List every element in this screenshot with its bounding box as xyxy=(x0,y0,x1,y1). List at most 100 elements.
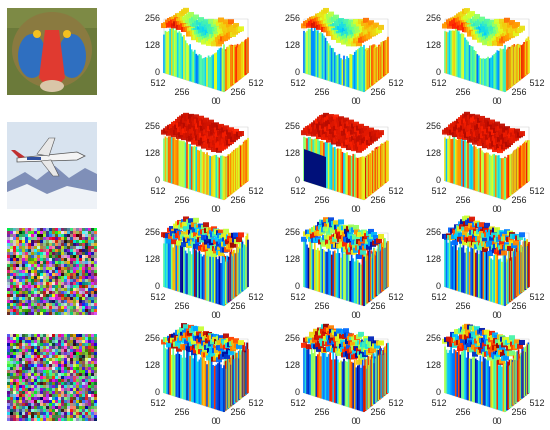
z-tick-label: 256 xyxy=(145,227,160,237)
surface-plot-r3-c2: 256 128 0 512 256 0 0 256 512 xyxy=(272,217,412,320)
encrypted-noise-image-2 xyxy=(7,334,97,421)
y-tick-label: 256 xyxy=(455,195,470,205)
surface-plot-r4-c1: 256 128 0 512 256 0 0 256 512 xyxy=(132,323,272,426)
z-tick-label: 128 xyxy=(426,254,441,264)
surface-plot-r3-c3: 256 128 0 512 256 0 0 256 512 xyxy=(413,215,550,320)
z-tick-label: 0 xyxy=(436,67,441,77)
baboon-image xyxy=(7,8,97,95)
y-tick-label: 256 xyxy=(455,87,470,97)
y-tick-label: 512 xyxy=(150,292,165,302)
x-tick-label: 256 xyxy=(370,87,385,97)
y-tick-label: 0 xyxy=(211,204,216,214)
surface-plot-r2-c1: 256 128 0 512 256 0 0 256 512 xyxy=(132,112,272,214)
y-tick-label: 0 xyxy=(211,96,216,106)
surface-plot-r2-c2: 256 128 0 512 256 0 0 256 512 xyxy=(272,112,412,214)
x-tick-label: 0 xyxy=(215,310,220,320)
z-tick-label: 256 xyxy=(426,333,441,343)
y-tick-label: 256 xyxy=(314,407,329,417)
y-tick-label: 0 xyxy=(492,310,497,320)
z-tick-label: 128 xyxy=(426,148,441,158)
z-tick-label: 256 xyxy=(145,13,160,23)
x-tick-label: 0 xyxy=(496,204,501,214)
z-tick-label: 0 xyxy=(295,175,300,185)
z-tick-label: 128 xyxy=(145,360,160,370)
x-tick-label: 512 xyxy=(529,78,544,88)
x-tick-label: 0 xyxy=(215,204,220,214)
x-tick-label: 0 xyxy=(355,416,360,426)
y-tick-label: 512 xyxy=(290,78,305,88)
z-tick-label: 256 xyxy=(145,121,160,131)
encrypted-noise-image-1 xyxy=(7,228,97,315)
x-tick-label: 0 xyxy=(215,96,220,106)
y-tick-label: 512 xyxy=(431,292,446,302)
y-tick-label: 512 xyxy=(290,186,305,196)
y-tick-label: 256 xyxy=(455,301,470,311)
z-tick-label: 128 xyxy=(285,254,300,264)
x-tick-label: 256 xyxy=(230,87,245,97)
z-tick-label: 256 xyxy=(426,13,441,23)
surface-plot-r1-c3: 256 128 0 512 256 0 0 256 512 xyxy=(413,4,550,106)
z-tick-label: 0 xyxy=(155,387,160,397)
x-tick-label: 0 xyxy=(496,310,501,320)
x-tick-label: 0 xyxy=(496,416,501,426)
x-tick-label: 512 xyxy=(529,186,544,196)
z-tick-label: 0 xyxy=(436,387,441,397)
y-tick-label: 256 xyxy=(174,407,189,417)
y-tick-label: 256 xyxy=(455,407,470,417)
x-tick-label: 256 xyxy=(511,407,526,417)
z-tick-label: 128 xyxy=(426,40,441,50)
z-tick-label: 256 xyxy=(145,333,160,343)
z-tick-label: 0 xyxy=(295,281,300,291)
y-tick-label: 0 xyxy=(211,310,216,320)
y-tick-label: 256 xyxy=(174,301,189,311)
z-tick-label: 0 xyxy=(295,387,300,397)
y-tick-label: 512 xyxy=(431,186,446,196)
y-tick-label: 256 xyxy=(174,87,189,97)
x-tick-label: 512 xyxy=(529,292,544,302)
x-tick-label: 256 xyxy=(230,195,245,205)
x-tick-label: 0 xyxy=(355,96,360,106)
surface-plot-r4-c2: 256 128 0 512 256 0 0 256 512 xyxy=(272,323,412,426)
x-tick-label: 512 xyxy=(248,78,263,88)
y-tick-label: 512 xyxy=(150,186,165,196)
z-tick-label: 128 xyxy=(285,40,300,50)
x-tick-label: 0 xyxy=(215,416,220,426)
z-tick-label: 256 xyxy=(426,121,441,131)
y-tick-label: 512 xyxy=(431,398,446,408)
x-tick-label: 0 xyxy=(496,96,501,106)
y-tick-label: 0 xyxy=(492,204,497,214)
surface-plot-r4-c3: 256 128 0 512 256 0 0 256 512 xyxy=(413,323,550,426)
x-tick-label: 256 xyxy=(370,301,385,311)
x-tick-label: 512 xyxy=(529,398,544,408)
z-tick-label: 0 xyxy=(436,281,441,291)
x-tick-label: 512 xyxy=(388,292,403,302)
x-tick-label: 512 xyxy=(388,398,403,408)
x-tick-label: 256 xyxy=(511,87,526,97)
z-tick-label: 128 xyxy=(285,148,300,158)
x-tick-label: 512 xyxy=(248,398,263,408)
y-tick-label: 512 xyxy=(290,292,305,302)
z-tick-label: 256 xyxy=(285,13,300,23)
y-tick-label: 256 xyxy=(314,87,329,97)
y-tick-label: 0 xyxy=(492,416,497,426)
surface-plot-r2-c3: 256 128 0 512 256 0 0 256 512 xyxy=(413,111,550,214)
x-tick-label: 0 xyxy=(355,204,360,214)
y-tick-label: 0 xyxy=(351,204,356,214)
y-tick-label: 0 xyxy=(211,416,216,426)
x-tick-label: 256 xyxy=(230,301,245,311)
surface-plot-r3-c1: 256 128 0 512 256 0 0 256 512 xyxy=(132,216,272,320)
z-tick-label: 128 xyxy=(145,254,160,264)
z-tick-label: 0 xyxy=(436,175,441,185)
z-tick-label: 256 xyxy=(285,227,300,237)
f16-jet-image xyxy=(7,122,97,209)
y-tick-label: 0 xyxy=(351,416,356,426)
z-tick-label: 256 xyxy=(426,227,441,237)
x-tick-label: 512 xyxy=(388,186,403,196)
surface-plot-r1-c1: 256 128 0 512 256 0 0 256 512 xyxy=(132,4,272,106)
z-tick-label: 0 xyxy=(295,67,300,77)
surface-plot-r1-c2: 256 128 0 512 256 0 0 256 512 xyxy=(272,4,412,106)
y-tick-label: 0 xyxy=(351,310,356,320)
x-tick-label: 256 xyxy=(230,407,245,417)
x-tick-label: 512 xyxy=(248,292,263,302)
z-tick-label: 0 xyxy=(155,281,160,291)
